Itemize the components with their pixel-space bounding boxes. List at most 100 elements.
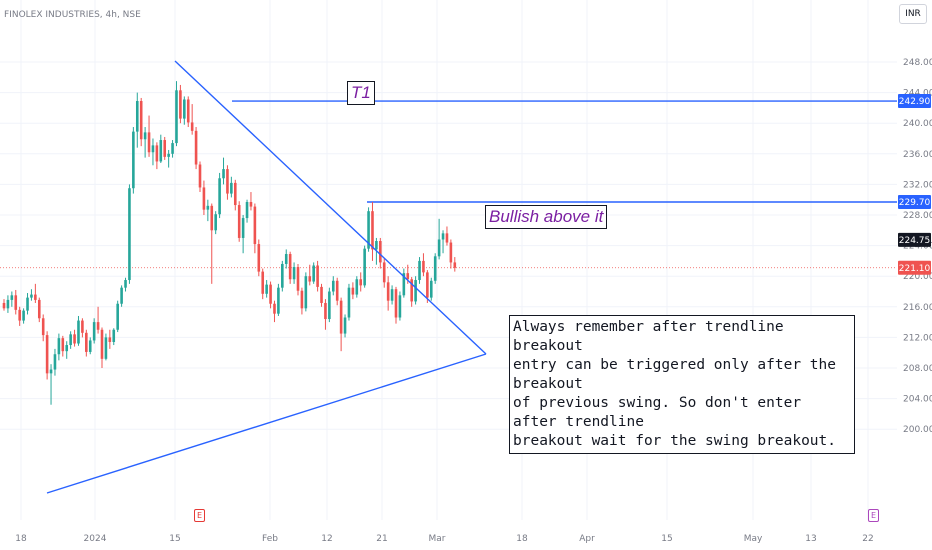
candle-body [359, 279, 363, 286]
candle-body [277, 287, 280, 314]
candle-body [410, 279, 413, 302]
candle-body [53, 354, 57, 370]
candle-body [65, 345, 69, 352]
candle-body [445, 233, 449, 243]
candle-body [139, 101, 143, 140]
candle-body [45, 335, 49, 374]
candle-body [308, 276, 312, 282]
price-badge [898, 194, 931, 209]
price-badge-label: 242.90 [899, 97, 931, 107]
y-tick-label: 248.00 [903, 58, 932, 68]
symbol-title: FINOLEX INDUSTRIES, 4h, NSE [4, 10, 141, 20]
note-line: entry can be triggered only after the br… [513, 357, 837, 392]
t1-label: T1 [347, 81, 375, 105]
candle-body [96, 322, 100, 330]
x-tick-label: 15 [169, 534, 180, 544]
candle-body [320, 286, 323, 303]
candle-body [453, 262, 457, 268]
y-tick-label: 240.00 [903, 119, 932, 129]
horizontal-levels [232, 100, 897, 203]
candle-body [108, 337, 112, 342]
candle-body [202, 187, 206, 210]
candle-body [151, 145, 155, 153]
candle-body [433, 256, 437, 281]
candle-body [128, 188, 131, 281]
candle-body [61, 338, 65, 352]
candle-body [147, 132, 151, 153]
candle-body [41, 318, 45, 336]
candle-body [371, 211, 374, 250]
earnings-flag[interactable]: E [868, 509, 879, 522]
note-box: Always remember after trendline breakout… [509, 315, 855, 454]
candle-body [273, 303, 276, 314]
candle-body [386, 282, 390, 301]
candle-body [226, 169, 229, 194]
x-tick-label: 21 [376, 534, 387, 544]
earnings-flag[interactable]: E [194, 509, 205, 522]
price-badge [898, 94, 931, 109]
candle-body [429, 280, 433, 298]
candle-body [335, 280, 339, 301]
candle-body [437, 239, 441, 257]
candle-body [241, 218, 245, 238]
x-tick-label: 18 [15, 534, 27, 544]
candle-body [167, 153, 170, 157]
candle-body [363, 248, 366, 286]
candle-body [328, 291, 331, 320]
candle-body [343, 317, 347, 334]
candle-body [120, 287, 123, 304]
candle-body [85, 332, 88, 352]
candle-body [175, 90, 178, 144]
y-tick-label: 204.00 [903, 395, 932, 405]
candle-body [402, 273, 406, 296]
candle-body [324, 302, 327, 320]
candle-body [422, 260, 425, 273]
candle-body [245, 201, 249, 219]
candle-body [206, 205, 210, 210]
x-tick-label: 13 [805, 534, 816, 544]
candle-body [92, 322, 96, 341]
y-tick-label: 244.00 [903, 89, 932, 99]
candle-body [159, 140, 163, 162]
trendlines [46, 60, 487, 494]
candle-body [30, 294, 33, 298]
note-line: of previous swing. So don't enter after … [513, 395, 802, 430]
candle-body [69, 334, 72, 346]
candle-body [379, 241, 382, 263]
candle-body [331, 280, 335, 292]
currency-button[interactable]: INR [899, 4, 927, 24]
candle-body [367, 211, 370, 249]
upper-trendline[interactable] [174, 60, 487, 355]
candle-body [112, 329, 116, 342]
y-tick-label: 208.00 [903, 364, 932, 374]
candle-body [426, 272, 429, 298]
price-badge-label: 224.75 [899, 236, 931, 246]
note-line: breakout wait for the swing breakout. [513, 433, 837, 449]
candle-body [230, 182, 233, 194]
candle-body [394, 289, 398, 318]
y-tick-label: 236.00 [903, 150, 932, 160]
candle-body [214, 214, 217, 231]
candle-body [398, 295, 402, 318]
candle-body [257, 244, 261, 272]
candle-body [406, 273, 410, 280]
x-tick-label: Mar [429, 534, 446, 544]
y-tick-label: 216.00 [903, 303, 932, 313]
candle-body [190, 122, 194, 131]
candle-body [34, 294, 37, 300]
candle-body [194, 130, 198, 165]
candle-body [132, 131, 135, 189]
candle-body [81, 320, 84, 333]
candle-body [261, 271, 265, 294]
candle-body [143, 132, 147, 140]
candle-body [49, 369, 53, 374]
lower-trendline[interactable] [46, 353, 487, 494]
candle-body [265, 284, 268, 294]
candle-body [57, 338, 61, 355]
x-tick-label: Apr [579, 534, 595, 544]
candle-body [355, 279, 359, 295]
candle-body [414, 280, 417, 302]
candle-body [296, 267, 300, 291]
x-tick-label: 18 [516, 534, 528, 544]
